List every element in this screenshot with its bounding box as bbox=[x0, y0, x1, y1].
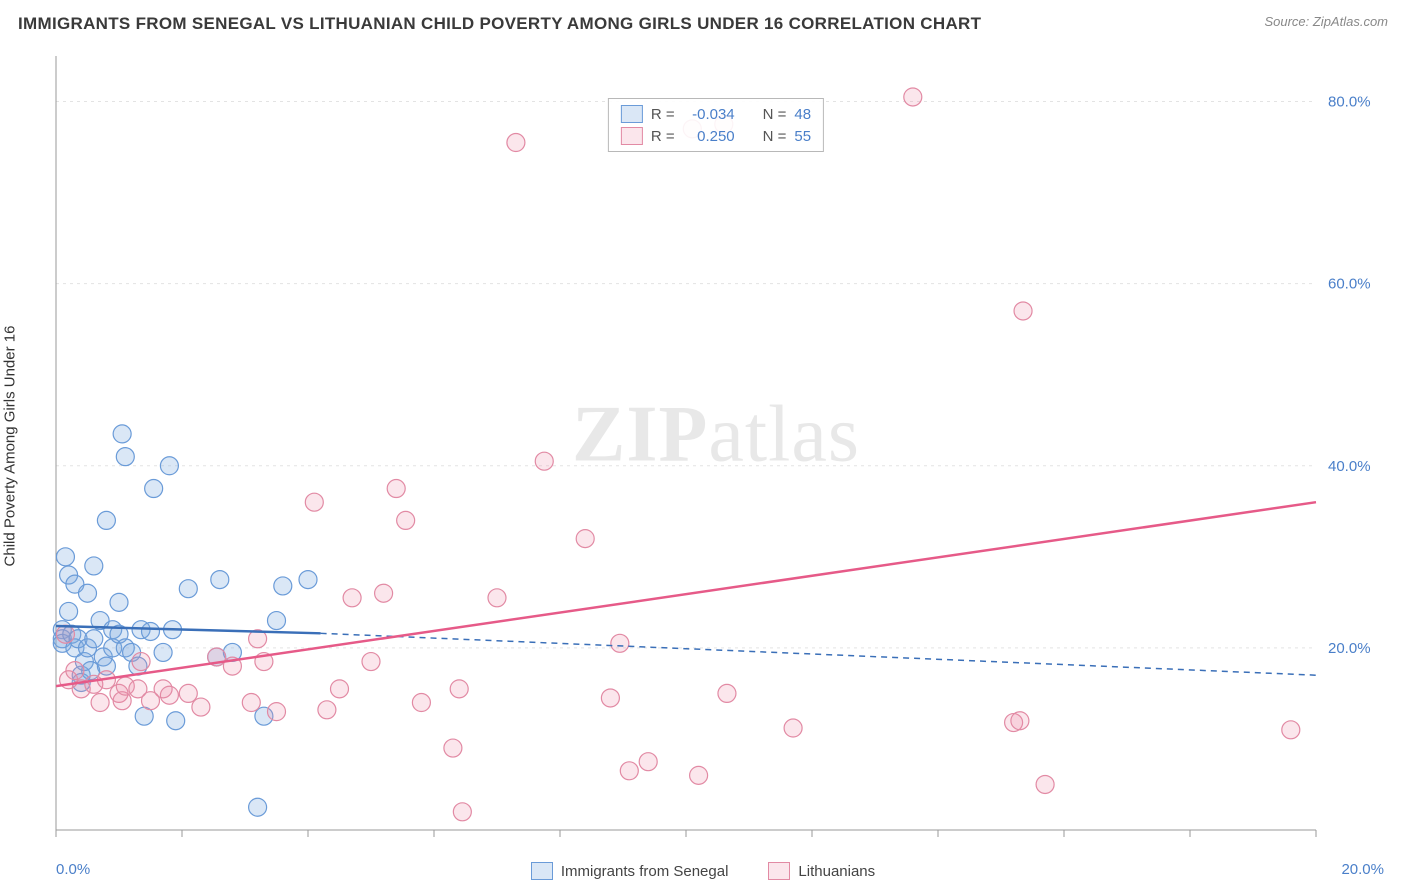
r-label: R = bbox=[651, 128, 675, 145]
swatch-senegal bbox=[621, 105, 643, 123]
source-label: Source: ZipAtlas.com bbox=[1264, 14, 1388, 29]
chart-area: 20.0%40.0%60.0%80.0% ZIPatlas R =-0.034N… bbox=[46, 48, 1386, 840]
legend-swatch-lithuanians bbox=[768, 862, 790, 880]
n-value: 48 bbox=[794, 106, 811, 123]
legend-item-senegal: Immigrants from Senegal bbox=[531, 862, 729, 880]
series-legend: Immigrants from Senegal Lithuanians bbox=[0, 862, 1406, 880]
chart-title: IMMIGRANTS FROM SENEGAL VS LITHUANIAN CH… bbox=[18, 14, 981, 34]
header-bar: IMMIGRANTS FROM SENEGAL VS LITHUANIAN CH… bbox=[0, 0, 1406, 48]
legend-label: Immigrants from Senegal bbox=[561, 863, 729, 880]
svg-text:80.0%: 80.0% bbox=[1328, 94, 1371, 111]
svg-text:20.0%: 20.0% bbox=[1328, 640, 1371, 657]
n-label: N = bbox=[763, 128, 787, 145]
n-label: N = bbox=[763, 106, 787, 123]
n-value: 55 bbox=[794, 128, 811, 145]
svg-text:40.0%: 40.0% bbox=[1328, 458, 1371, 475]
scatter-plot: 20.0% 40.0% 60.0% 80.0% bbox=[46, 48, 1386, 840]
r-value: 0.250 bbox=[683, 128, 735, 145]
legend-label: Lithuanians bbox=[798, 863, 875, 880]
legend-swatch-senegal bbox=[531, 862, 553, 880]
r-value: -0.034 bbox=[683, 106, 735, 123]
correlation-legend: R = -0.034 N = 48 R = 0.250 N = 55 bbox=[608, 98, 824, 152]
r-label: R = bbox=[651, 106, 675, 123]
correlation-row-lithuanians: R = 0.250 N = 55 bbox=[621, 125, 811, 147]
svg-text:60.0%: 60.0% bbox=[1328, 276, 1371, 293]
y-axis-label: Child Poverty Among Girls Under 16 bbox=[2, 326, 19, 567]
legend-item-lithuanians: Lithuanians bbox=[768, 862, 875, 880]
swatch-lithuanians bbox=[621, 127, 643, 145]
correlation-row-senegal: R = -0.034 N = 48 bbox=[621, 103, 811, 125]
